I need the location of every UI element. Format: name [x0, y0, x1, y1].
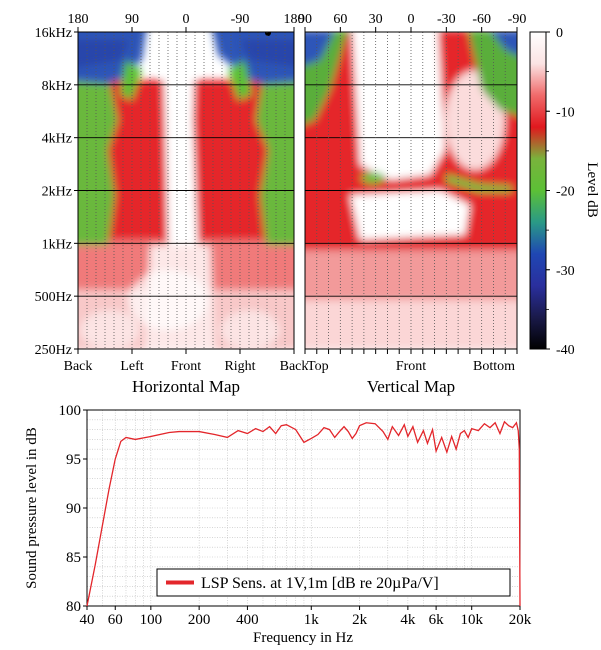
x-axis-label: Frequency in Hz — [253, 630, 353, 646]
freq-tick-label: 2kHz — [42, 185, 72, 200]
vertical-map-title: Vertical Map — [367, 377, 455, 396]
x-tick-label: 2k — [352, 612, 368, 628]
horizontal-map-title: Horizontal Map — [132, 377, 240, 396]
horizontal-angle-label: 180 — [68, 12, 89, 27]
colorbar-tick-label: -40 — [556, 343, 575, 358]
x-tick-label: 4k — [400, 612, 416, 628]
y-tick-label: 95 — [66, 452, 81, 468]
x-tick-label: 200 — [188, 612, 211, 628]
freq-tick-label: 250Hz — [35, 343, 72, 358]
line-chart-axes: 40 60 100 200 400 1k 2k 4k 6k 10k 20k 80 85 90 95 100 — [59, 403, 532, 628]
freq-tick-label: 4kHz — [42, 132, 72, 147]
freq-tick-label: 8kHz — [42, 79, 72, 94]
series-line — [86, 420, 521, 607]
horizontal-angle-label: 90 — [125, 12, 139, 27]
colorbar-tick-label: -10 — [556, 105, 575, 120]
freq-tick-label: 16kHz — [35, 26, 72, 41]
colorbar-tick-label: -20 — [556, 185, 575, 200]
vertical-angle-label: -60 — [472, 12, 491, 27]
freq-tick-label: 1kHz — [42, 237, 72, 252]
colorbar-ticks: 0 -10 -20 -30 -40 — [546, 26, 575, 358]
y-tick-label: 100 — [59, 403, 82, 419]
legend: LSP Sens. at 1V,1m [dB re 20µPa/V] — [156, 568, 511, 597]
heatmap-labels: Horizontal Map Vertical Map 16kHz 8kHz 4kH… — [35, 12, 527, 396]
horizontal-angle-label: 180 — [284, 12, 305, 27]
line-chart: 40 60 100 200 400 1k 2k 4k 6k 10k 20k 80 85 90 95 100 L… — [24, 403, 532, 646]
vertical-heatmap — [304, 31, 518, 350]
horizontal-heatmap-field — [78, 32, 294, 349]
x-tick-label: 60 — [108, 612, 123, 628]
horizontal-direction-label: Right — [224, 359, 255, 374]
x-tick-label: 6k — [429, 612, 445, 628]
colorbar-gradient — [530, 32, 546, 349]
x-tick-label: 400 — [236, 612, 259, 628]
legend-label: LSP Sens. at 1V,1m [dB re 20µPa/V] — [201, 575, 439, 592]
horizontal-direction-label: Left — [120, 359, 143, 374]
vertical-direction-label: Bottom — [473, 359, 515, 374]
vertical-angle-label: 60 — [333, 12, 347, 27]
vertical-angle-label: 0 — [408, 12, 415, 27]
legend-box — [156, 568, 511, 597]
y-tick-label: 80 — [66, 599, 81, 615]
y-tick-label: 90 — [66, 501, 81, 517]
vertical-angle-label: 90 — [298, 12, 312, 27]
vertical-heatmap-grid — [305, 32, 517, 349]
y-tick-label: 85 — [66, 550, 81, 566]
vertical-heatmap-field — [305, 32, 517, 349]
vertical-angle-label: 30 — [369, 12, 383, 27]
horizontal-heatmap — [77, 31, 295, 350]
colorbar-label: Level dB — [584, 162, 600, 217]
horizontal-direction-label: Front — [171, 359, 201, 374]
x-tick-label: 10k — [460, 612, 483, 628]
horizontal-angle-label: -90 — [231, 12, 250, 27]
y-axis-label: Sound pressure level in dB — [24, 427, 40, 589]
vertical-direction-label: Top — [307, 359, 329, 374]
vertical-direction-label: Front — [396, 359, 426, 374]
vertical-angle-label: -30 — [437, 12, 456, 27]
x-tick-label: 100 — [140, 612, 163, 628]
vertical-angle-label: -90 — [508, 12, 527, 27]
colorbar-tick-label: -30 — [556, 264, 575, 279]
x-tick-label: 1k — [304, 612, 320, 628]
horizontal-angle-label: 0 — [183, 12, 190, 27]
horizontal-direction-label: Back — [280, 359, 309, 374]
colorbar: 0 -10 -20 -30 -40 Level dB — [529, 26, 600, 358]
horizontal-heatmap-grid — [78, 32, 294, 349]
colorbar-tick-label: 0 — [556, 26, 563, 41]
x-tick-label: 40 — [80, 612, 95, 628]
x-tick-label: 20k — [509, 612, 532, 628]
horizontal-direction-label: Back — [64, 359, 93, 374]
freq-tick-label: 500Hz — [35, 290, 72, 305]
